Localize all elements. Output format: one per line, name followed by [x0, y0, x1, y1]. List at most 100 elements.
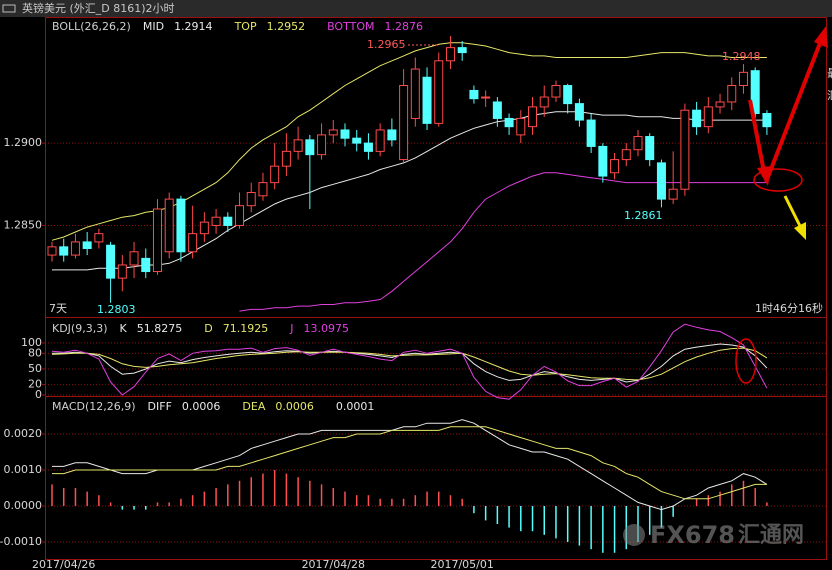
highlight-ellipse — [753, 168, 803, 192]
candle-body — [551, 85, 561, 98]
legend-name: K — [120, 322, 128, 335]
candle-body — [223, 216, 233, 226]
candle-body — [727, 85, 737, 103]
candle-body — [645, 136, 655, 161]
candle-body — [492, 101, 502, 119]
high-annotation: 1.2948 — [722, 50, 761, 63]
candle-body — [258, 182, 268, 197]
watermark-text: 汇通网 — [738, 523, 804, 548]
indicator-title: BOLL(26,26,2) — [52, 20, 131, 33]
candle-body — [598, 145, 608, 177]
legend-value: 0.0001 — [336, 400, 375, 413]
window-title: 英镑美元 (外汇_D 8161)2小时 — [22, 1, 175, 15]
candle-body — [211, 216, 221, 226]
candle-body — [457, 47, 467, 54]
y-tick-label: 80 — [28, 346, 42, 359]
candle-body — [610, 159, 620, 174]
candle-body — [94, 233, 104, 243]
plot-area: 1.2850 1.2900 BOLL(26,26,2) MID 1.2914 TOP 1.2… — [0, 20, 826, 570]
candle-body — [70, 241, 80, 256]
indicator-title: KDJ(9,3,3) — [52, 322, 108, 335]
candle-body — [152, 208, 162, 273]
candle-body — [633, 136, 643, 151]
candle-body — [82, 241, 92, 249]
candle-body — [129, 251, 139, 266]
legend-name: D — [204, 322, 212, 335]
indicator-line — [51, 323, 768, 400]
candle-body — [340, 129, 350, 139]
candle-body — [59, 246, 69, 256]
kdj-highlight-ellipse — [735, 338, 757, 384]
candle-body — [516, 117, 526, 136]
x-tick-label: 2017/05/01 — [430, 558, 493, 570]
candle-body — [668, 188, 678, 200]
indicator-line — [52, 111, 767, 271]
candle-body — [293, 139, 303, 152]
candle-body — [656, 162, 666, 200]
legend-name: DEA — [242, 400, 265, 413]
candle-body — [703, 106, 713, 128]
indicator-line — [52, 419, 768, 511]
y-tick-label: 1.2850 — [4, 218, 43, 231]
window-icon — [2, 4, 16, 13]
watermark-logo: FX678 — [650, 521, 735, 549]
arrow-head — [814, 26, 828, 48]
candle-body — [692, 109, 702, 128]
candle-body — [445, 47, 455, 62]
candle-body — [328, 129, 338, 136]
candle-body — [434, 60, 444, 124]
indicator-line — [239, 172, 767, 312]
watermark-logo-mark — [623, 524, 645, 546]
side-label: 汇 — [827, 89, 832, 102]
red-arrow-down — [748, 99, 766, 173]
y-tick-label: 20 — [28, 378, 42, 391]
candle-body — [352, 137, 362, 144]
red-arrow-up — [764, 37, 824, 183]
candle-body — [363, 142, 373, 152]
candle-body — [188, 233, 198, 253]
y-tick-label: -0.0010 — [0, 535, 42, 548]
period-label: 7天 — [49, 302, 67, 315]
legend-value: 51.8275 — [137, 322, 183, 335]
legend-value: 71.1925 — [223, 322, 269, 335]
legend-name: J — [289, 322, 293, 335]
arrow-head — [757, 166, 771, 186]
y-tick-label: 0.0020 — [4, 427, 43, 440]
candle-body — [199, 221, 209, 235]
indicator-line — [52, 343, 768, 383]
countdown-timer: 1时46分16秒 — [755, 301, 823, 315]
candle-body — [270, 165, 280, 184]
candle-body — [176, 198, 186, 253]
candle-body — [410, 68, 420, 119]
candle-body — [481, 96, 491, 99]
legend-name: BOTTOM — [327, 20, 374, 33]
candle-body — [47, 246, 57, 256]
arrow-head — [794, 222, 806, 240]
legend-value: 0.0006 — [182, 400, 221, 413]
indicator-line — [51, 347, 768, 381]
x-tick-label: 2017/04/26 — [32, 558, 95, 570]
candle-body — [164, 198, 174, 253]
legend-name: DIFF — [148, 400, 172, 413]
title-bar — [0, 0, 832, 17]
candle-body — [422, 76, 432, 124]
y-tick-label: 0.0000 — [4, 499, 43, 512]
x-tick-label: 2017/04/28 — [302, 558, 365, 570]
side-label: 最 — [827, 67, 832, 80]
high-annotation: 1.2965 — [367, 38, 406, 51]
candle-body — [469, 89, 479, 100]
candle-body — [738, 71, 748, 87]
candle-body — [141, 257, 151, 273]
candle-body — [387, 129, 397, 141]
candle-body — [117, 264, 127, 279]
candle-body — [762, 112, 772, 128]
legend-value: 13.0975 — [303, 322, 349, 335]
y-tick-label: 0 — [35, 388, 42, 401]
low-annotation: 1.2861 — [624, 209, 663, 222]
panel-frames — [45, 17, 827, 560]
candle-body — [715, 101, 725, 108]
candle-body — [281, 150, 291, 167]
low-annotation: 1.2803 — [97, 303, 136, 316]
